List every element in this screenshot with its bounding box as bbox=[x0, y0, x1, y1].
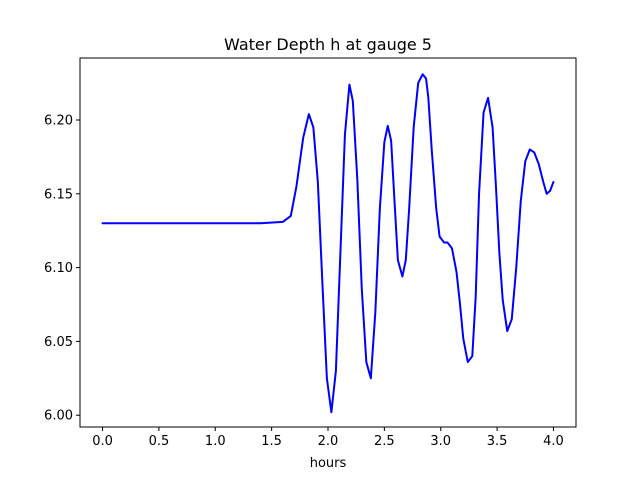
x-tick-label: 1.5 bbox=[261, 434, 282, 449]
x-tick-label: 2.0 bbox=[318, 434, 339, 449]
x-axis-label: hours bbox=[310, 456, 347, 471]
plot-area bbox=[101, 73, 555, 414]
axes: 0.0 0.5 1.0 1.5 2.0 2.5 3.0 3.5 4.0 6.00 6.05 6.10 6… bbox=[44, 57, 577, 449]
x-tick-label: 0.0 bbox=[92, 434, 113, 449]
y-tick-label: 6.00 bbox=[44, 409, 73, 424]
y-tick-label: 6.15 bbox=[44, 187, 73, 202]
chart-title: Water Depth h at gauge 5 bbox=[224, 35, 432, 54]
y-tick-label: 6.05 bbox=[44, 335, 73, 350]
x-tick-label: 0.5 bbox=[149, 434, 170, 449]
x-tick-label: 4.0 bbox=[543, 434, 564, 449]
x-tick-label: 3.0 bbox=[430, 434, 451, 449]
x-tick-label: 1.0 bbox=[205, 434, 226, 449]
x-tick-label: 3.5 bbox=[487, 434, 508, 449]
y-tick-label: 6.10 bbox=[44, 261, 73, 276]
y-tick-label: 6.20 bbox=[44, 113, 73, 128]
x-tick-label: 2.5 bbox=[374, 434, 395, 449]
series-line-0 bbox=[101, 73, 555, 414]
